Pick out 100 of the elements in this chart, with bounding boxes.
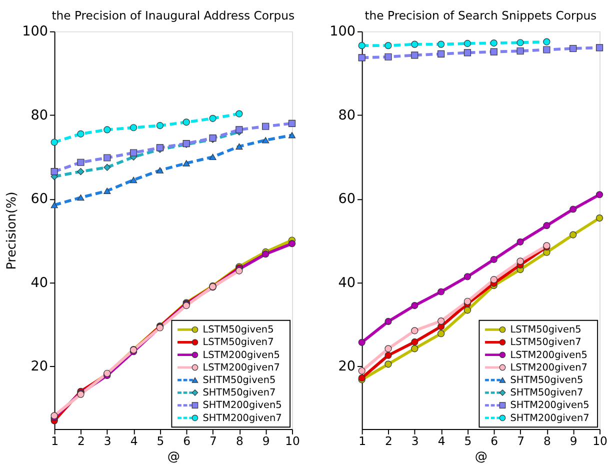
- x-tick-label: 10: [592, 434, 608, 448]
- point: [411, 327, 418, 334]
- point: [570, 206, 577, 213]
- x-tick-label: 3: [104, 434, 112, 448]
- x-tick-label: 8: [543, 434, 551, 448]
- y-tick-label: 20: [338, 358, 356, 375]
- x-tick-label: 10: [285, 434, 300, 448]
- x-tick-label: 6: [183, 434, 191, 448]
- point: [358, 54, 366, 62]
- point: [438, 318, 445, 325]
- point: [438, 288, 445, 296]
- point: [596, 214, 604, 222]
- x-tick-label: 3: [411, 434, 419, 448]
- point: [358, 367, 366, 374]
- point: [464, 49, 472, 56]
- legend-label: SHTM50given5: [510, 374, 584, 386]
- point: [411, 302, 418, 310]
- legend-label: SHTM50given7: [202, 388, 276, 399]
- legend-label: SHTM50given7: [510, 388, 584, 399]
- point: [490, 48, 498, 56]
- chart-title: the Precision of Search Snippets Corpus: [364, 8, 597, 23]
- point: [384, 53, 392, 60]
- point: [464, 306, 472, 314]
- x-tick-label: 9: [262, 434, 270, 448]
- point: [384, 352, 392, 359]
- point: [411, 338, 418, 346]
- point: [438, 330, 445, 338]
- x-tick-label: 8: [236, 434, 244, 448]
- y-tick-label: 100: [330, 24, 356, 40]
- point: [516, 39, 524, 46]
- point: [77, 194, 84, 201]
- point: [236, 110, 243, 118]
- legend-label: LSTM200given5: [510, 350, 588, 361]
- legend-label: LSTM200given5: [202, 350, 280, 361]
- point: [104, 126, 111, 134]
- y-tick-label: 80: [338, 107, 356, 124]
- point: [384, 345, 392, 352]
- y-axis-title: Precision(%): [3, 192, 18, 270]
- point: [411, 52, 418, 59]
- point: [50, 202, 58, 208]
- point: [464, 273, 472, 280]
- x-tick-label: 4: [130, 434, 138, 448]
- point: [543, 38, 550, 46]
- point: [50, 138, 58, 146]
- x-tick-label: 1: [51, 434, 59, 448]
- point: [130, 149, 138, 156]
- x-tick-label: 4: [438, 434, 446, 448]
- point: [464, 298, 472, 305]
- legend-label: SHTM200given7: [202, 412, 282, 424]
- y-tick-label: 60: [338, 191, 356, 208]
- legend-label: SHTM200given7: [510, 412, 590, 424]
- point: [262, 122, 270, 130]
- legend-label: LSTM50given7: [510, 337, 582, 348]
- point: [464, 40, 472, 48]
- point: [384, 318, 392, 325]
- x-tick-label: 6: [490, 434, 498, 448]
- point: [411, 345, 418, 352]
- x-tick-label: 9: [570, 434, 578, 448]
- point: [358, 338, 366, 346]
- point: [50, 168, 58, 176]
- point: [262, 137, 270, 144]
- point: [130, 176, 138, 184]
- point: [516, 258, 524, 265]
- point: [104, 164, 111, 171]
- legend-label: LSTM200given7: [202, 362, 280, 374]
- point: [411, 40, 418, 48]
- point: [438, 50, 445, 58]
- y-tick-label: 60: [30, 191, 48, 208]
- point: [77, 158, 84, 166]
- legend-label: LSTM50given7: [202, 337, 274, 348]
- point: [490, 256, 498, 264]
- point: [77, 168, 84, 176]
- y-tick-label: 100: [22, 24, 48, 40]
- legend-label: SHTM50given5: [202, 374, 276, 386]
- point: [262, 250, 270, 258]
- point: [156, 167, 164, 174]
- y-tick-label: 40: [30, 274, 48, 291]
- point: [490, 40, 498, 47]
- point: [384, 42, 392, 50]
- point: [596, 191, 604, 198]
- point: [182, 118, 190, 126]
- chart-title: the Precision of Inaugural Address Corpus: [52, 8, 295, 23]
- point: [516, 47, 524, 55]
- legend-label: SHTM200given5: [202, 400, 282, 412]
- x-axis-title: @: [474, 448, 488, 464]
- x-tick-label: 5: [156, 434, 164, 448]
- x-tick-label: 2: [385, 434, 392, 448]
- point: [209, 114, 216, 122]
- point: [104, 188, 111, 194]
- legend-label: LSTM50given5: [510, 324, 582, 336]
- point: [543, 46, 550, 54]
- legend-label: LSTM200given7: [510, 362, 588, 374]
- point: [182, 160, 190, 166]
- point: [384, 360, 392, 368]
- point: [236, 143, 243, 150]
- legend-label: LSTM50given5: [202, 324, 274, 336]
- point: [490, 276, 498, 284]
- x-tick-label: 7: [210, 434, 217, 448]
- x-axis-title: @: [167, 448, 180, 464]
- x-tick-label: 2: [78, 434, 85, 448]
